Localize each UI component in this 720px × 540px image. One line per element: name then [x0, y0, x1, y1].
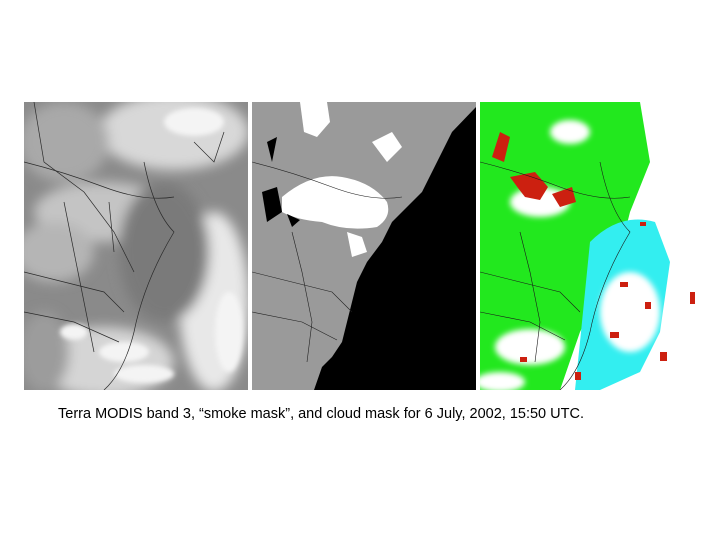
smoke-mask-image — [252, 102, 476, 390]
modis-band-3-image — [24, 102, 248, 390]
figure-caption: Terra MODIS band 3, “smoke mask”, and cl… — [58, 406, 584, 422]
cloud-mask-image — [480, 102, 705, 390]
